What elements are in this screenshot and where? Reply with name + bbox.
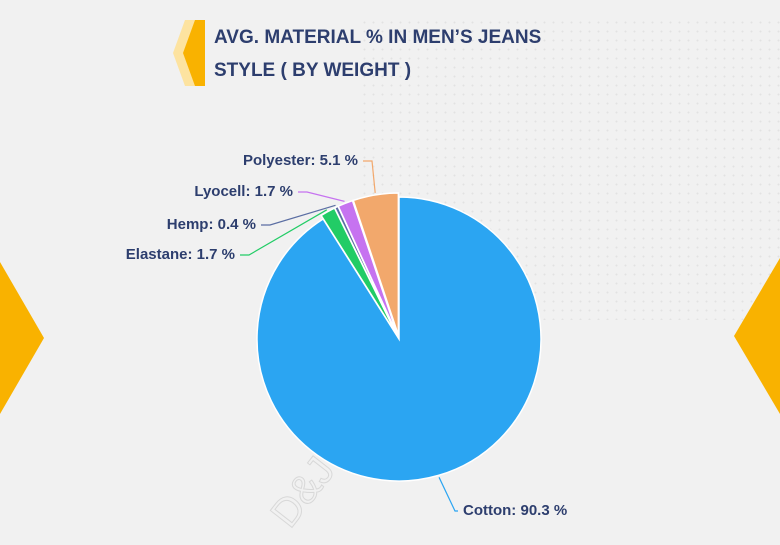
pie-slice (337, 199, 399, 336)
leader-line (438, 477, 458, 512)
data-label: Polyester: 5.1 % (243, 152, 358, 169)
data-label: Elastane: 1.7 % (126, 246, 235, 263)
leader-line (240, 209, 328, 256)
title-chevron (183, 20, 205, 86)
pie-slice (352, 192, 400, 336)
leader-line (261, 204, 336, 226)
data-label: Hemp: 0.4 % (167, 216, 256, 233)
data-label: Lyocell: 1.7 % (194, 183, 293, 200)
right-decoration (734, 258, 780, 414)
chart-title: AVG. MATERIAL % IN MEN’S JEANS (214, 27, 541, 48)
left-decoration (0, 262, 44, 414)
leader-line (363, 160, 376, 193)
chart-title: STYLE ( BY WEIGHT ) (214, 60, 411, 81)
data-label: Cotton: 90.3 % (463, 502, 567, 519)
leader-line (298, 191, 345, 202)
pie-slice (256, 196, 542, 482)
